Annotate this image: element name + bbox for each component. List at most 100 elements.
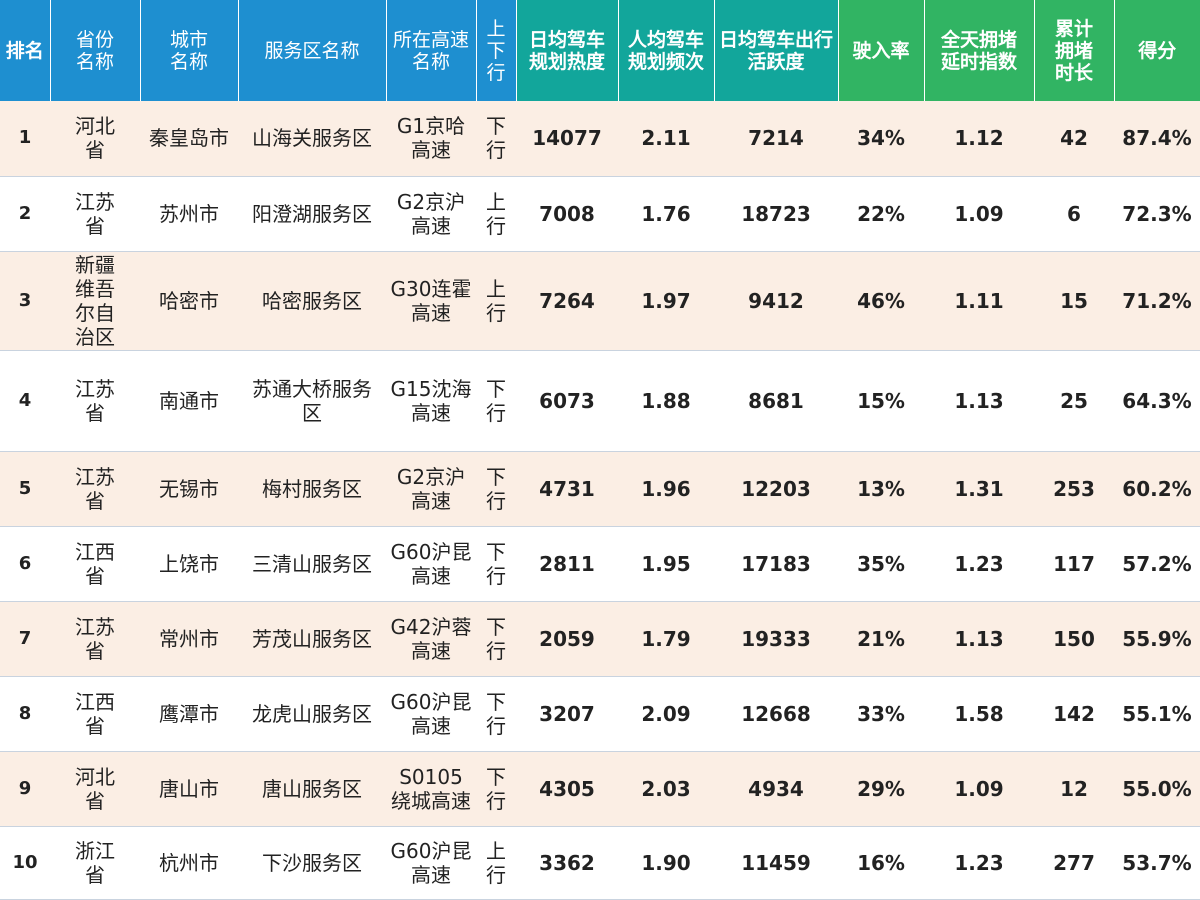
cell-per-capita-freq: 2.11: [618, 101, 714, 177]
header-congestion-index: 全天拥堵延时指数: [924, 0, 1035, 101]
cell-entry-rate: 13%: [838, 451, 924, 527]
cell-direction: 下行: [476, 751, 516, 827]
cell-cumulative-hours: 12: [1034, 751, 1114, 827]
cell-score: 53.7%: [1114, 826, 1200, 900]
header-daily-activity: 日均驾车出行活跃度: [714, 0, 839, 101]
cell-daily-heat: 3362: [516, 826, 618, 900]
cell-daily-heat: 7264: [516, 251, 618, 351]
cell-cumulative-hours: 277: [1034, 826, 1114, 900]
cell-city: 上饶市: [140, 526, 238, 602]
cell-daily-activity: 18723: [714, 176, 838, 252]
header-province: 省份名称: [50, 0, 141, 101]
cell-congestion-index: 1.13: [924, 350, 1034, 452]
cell-cumulative-hours: 25: [1034, 350, 1114, 452]
cell-highway: G60沪昆高速: [386, 826, 476, 900]
cell-highway: S0105绕城高速: [386, 751, 476, 827]
cell-score: 55.1%: [1114, 676, 1200, 752]
table-row: 7 江苏省 常州市 芳茂山服务区 G42沪蓉高速 下行 2059 1.79 19333 21% 1.…: [0, 601, 1200, 677]
cell-cumulative-hours: 15: [1034, 251, 1114, 351]
cell-service-area: 下沙服务区: [238, 826, 386, 900]
cell-congestion-index: 1.09: [924, 751, 1034, 827]
table-body: 1 河北省 秦皇岛市 山海关服务区 G1京哈高速 下行 14077 2.11 7214 34% 1.…: [0, 101, 1200, 900]
cell-daily-heat: 6073: [516, 350, 618, 452]
cell-congestion-index: 1.23: [924, 526, 1034, 602]
cell-province: 河北省: [50, 101, 140, 177]
header-service-area: 服务区名称: [238, 0, 387, 101]
cell-direction: 上行: [476, 251, 516, 351]
cell-service-area: 山海关服务区: [238, 101, 386, 177]
cell-service-area: 阳澄湖服务区: [238, 176, 386, 252]
header-score: 得分: [1114, 0, 1200, 101]
table-row: 10 浙江省 杭州市 下沙服务区 G60沪昆高速 上行 3362 1.90 11459 16% 1.…: [0, 826, 1200, 900]
cell-cumulative-hours: 117: [1034, 526, 1114, 602]
cell-direction: 上行: [476, 826, 516, 900]
cell-congestion-index: 1.11: [924, 251, 1034, 351]
table-row: 3 新疆维吾尔自治区 哈密市 哈密服务区 G30连霍高速 上行 7264 1.97 9412 46…: [0, 251, 1200, 351]
cell-daily-activity: 12203: [714, 451, 838, 527]
cell-service-area: 哈密服务区: [238, 251, 386, 351]
cell-daily-heat: 2811: [516, 526, 618, 602]
cell-direction: 下行: [476, 526, 516, 602]
cell-province: 新疆维吾尔自治区: [50, 251, 140, 351]
cell-highway: G42沪蓉高速: [386, 601, 476, 677]
cell-score: 57.2%: [1114, 526, 1200, 602]
cell-congestion-index: 1.09: [924, 176, 1034, 252]
cell-daily-activity: 11459: [714, 826, 838, 900]
cell-entry-rate: 33%: [838, 676, 924, 752]
cell-city: 秦皇岛市: [140, 101, 238, 177]
cell-per-capita-freq: 1.88: [618, 350, 714, 452]
cell-daily-heat: 3207: [516, 676, 618, 752]
cell-rank: 6: [0, 526, 50, 602]
cell-direction: 下行: [476, 451, 516, 527]
cell-entry-rate: 29%: [838, 751, 924, 827]
cell-daily-heat: 2059: [516, 601, 618, 677]
cell-direction: 下行: [476, 350, 516, 452]
cell-rank: 10: [0, 826, 50, 900]
cell-cumulative-hours: 42: [1034, 101, 1114, 177]
cell-rank: 8: [0, 676, 50, 752]
cell-city: 唐山市: [140, 751, 238, 827]
cell-city: 杭州市: [140, 826, 238, 900]
cell-daily-activity: 9412: [714, 251, 838, 351]
cell-entry-rate: 22%: [838, 176, 924, 252]
cell-per-capita-freq: 1.79: [618, 601, 714, 677]
cell-province: 江苏省: [50, 176, 140, 252]
cell-daily-activity: 7214: [714, 101, 838, 177]
cell-cumulative-hours: 142: [1034, 676, 1114, 752]
cell-rank: 4: [0, 350, 50, 452]
cell-cumulative-hours: 253: [1034, 451, 1114, 527]
cell-direction: 下行: [476, 676, 516, 752]
cell-province: 江苏省: [50, 350, 140, 452]
cell-entry-rate: 21%: [838, 601, 924, 677]
cell-daily-activity: 12668: [714, 676, 838, 752]
cell-rank: 1: [0, 101, 50, 177]
cell-score: 71.2%: [1114, 251, 1200, 351]
cell-province: 浙江省: [50, 826, 140, 900]
cell-daily-activity: 19333: [714, 601, 838, 677]
cell-highway: G2京沪高速: [386, 176, 476, 252]
cell-per-capita-freq: 2.03: [618, 751, 714, 827]
cell-service-area: 芳茂山服务区: [238, 601, 386, 677]
cell-entry-rate: 35%: [838, 526, 924, 602]
cell-score: 55.0%: [1114, 751, 1200, 827]
table-row: 2 江苏省 苏州市 阳澄湖服务区 G2京沪高速 上行 7008 1.76 18723 22% 1.0…: [0, 176, 1200, 252]
cell-direction: 上行: [476, 176, 516, 252]
cell-city: 南通市: [140, 350, 238, 452]
table-row: 8 江西省 鹰潭市 龙虎山服务区 G60沪昆高速 下行 3207 2.09 12668 33% 1.…: [0, 676, 1200, 752]
cell-service-area: 苏通大桥服务区: [238, 350, 386, 452]
cell-rank: 5: [0, 451, 50, 527]
cell-rank: 2: [0, 176, 50, 252]
cell-per-capita-freq: 1.97: [618, 251, 714, 351]
cell-per-capita-freq: 1.90: [618, 826, 714, 900]
cell-daily-heat: 4731: [516, 451, 618, 527]
cell-congestion-index: 1.31: [924, 451, 1034, 527]
cell-daily-activity: 4934: [714, 751, 838, 827]
cell-direction: 下行: [476, 101, 516, 177]
table-row: 4 江苏省 南通市 苏通大桥服务区 G15沈海高速 下行 6073 1.88 8681 15% 1.…: [0, 350, 1200, 452]
cell-province: 江苏省: [50, 451, 140, 527]
cell-daily-activity: 8681: [714, 350, 838, 452]
cell-highway: G30连霍高速: [386, 251, 476, 351]
cell-city: 哈密市: [140, 251, 238, 351]
cell-score: 72.3%: [1114, 176, 1200, 252]
